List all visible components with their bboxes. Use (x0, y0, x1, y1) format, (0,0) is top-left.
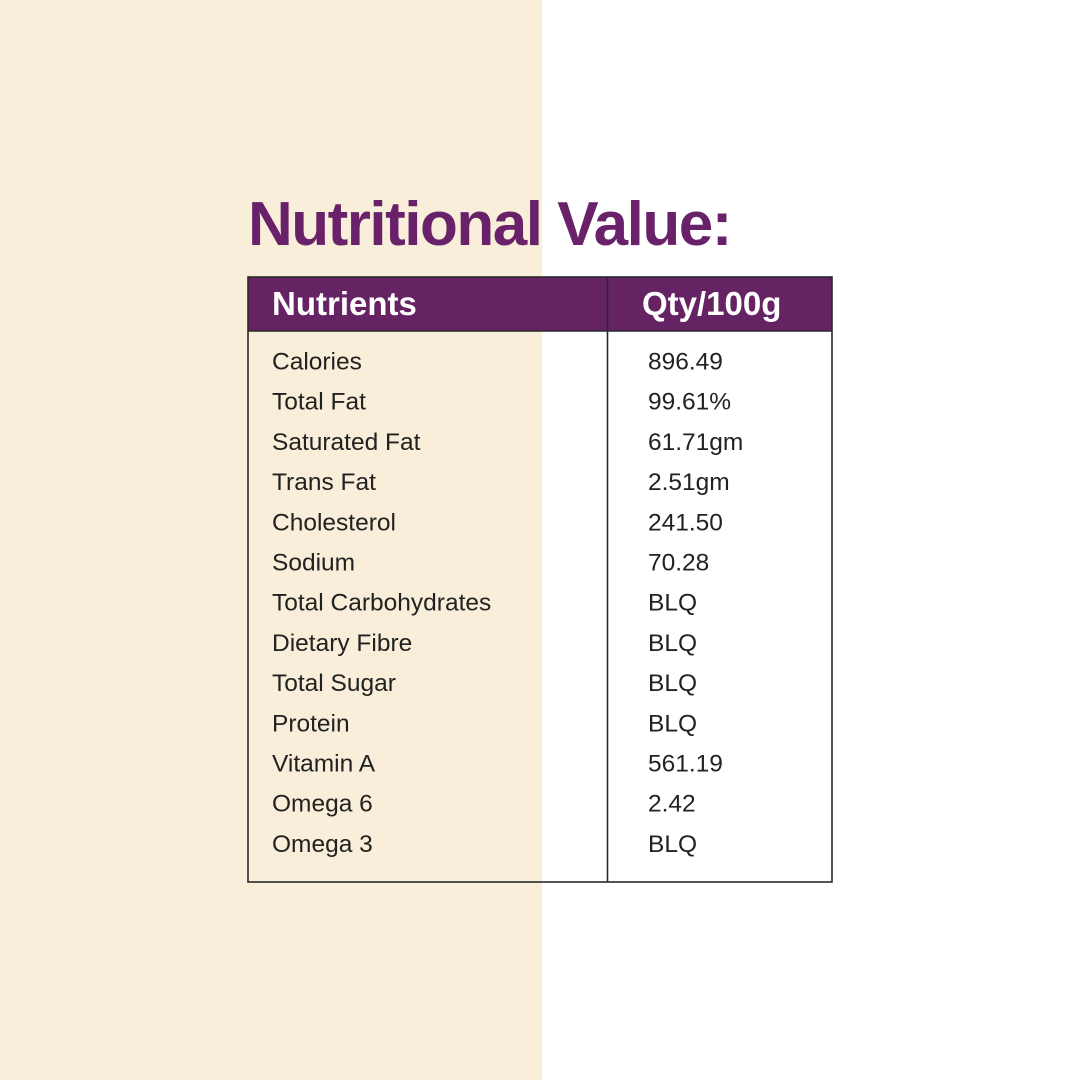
nutrient-qty: 2.42 (648, 791, 696, 818)
nutrient-qty: BLQ (648, 710, 697, 737)
title: Nutritional Value: (248, 190, 731, 259)
nutrient-name: Dietary Fibre (272, 630, 412, 657)
background-panel (0, 0, 542, 1080)
nutrient-name: Total Carbohydrates (272, 590, 491, 617)
nutrient-qty: 99.61% (648, 389, 731, 416)
nutrient-qty: BLQ (648, 831, 697, 858)
table-body: Calories 896.49 Total Fat 99.61% Saturated F… (272, 348, 743, 857)
nutrient-name: Omega 6 (272, 791, 373, 818)
nutrient-name: Vitamin A (272, 750, 376, 777)
nutrient-qty: 241.50 (648, 509, 723, 536)
nutrient-name: Sodium (272, 549, 355, 576)
nutrient-qty: 61.71gm (648, 429, 743, 456)
nutrient-qty: BLQ (648, 670, 697, 697)
nutrient-name: Calories (272, 348, 362, 375)
column-header: Nutrients (272, 285, 417, 322)
nutrient-name: Cholesterol (272, 509, 396, 536)
nutrient-name: Omega 3 (272, 831, 373, 858)
nutrient-name: Saturated Fat (272, 429, 421, 456)
nutrient-name: Trans Fat (272, 469, 376, 496)
nutrient-name: Total Sugar (272, 670, 396, 697)
nutrient-qty: 2.51gm (648, 469, 730, 496)
nutrient-name: Total Fat (272, 389, 366, 416)
table-border (247, 276, 833, 883)
nutrient-qty: 70.28 (648, 549, 709, 576)
nutrient-qty: 561.19 (648, 750, 723, 777)
table-header (248, 277, 832, 331)
nutrient-name: Protein (272, 710, 350, 737)
nutrient-qty: BLQ (648, 630, 697, 657)
nutrient-qty: BLQ (648, 590, 697, 617)
nutrient-qty: 896.49 (648, 348, 723, 375)
column-header: Qty/100g (642, 285, 781, 322)
